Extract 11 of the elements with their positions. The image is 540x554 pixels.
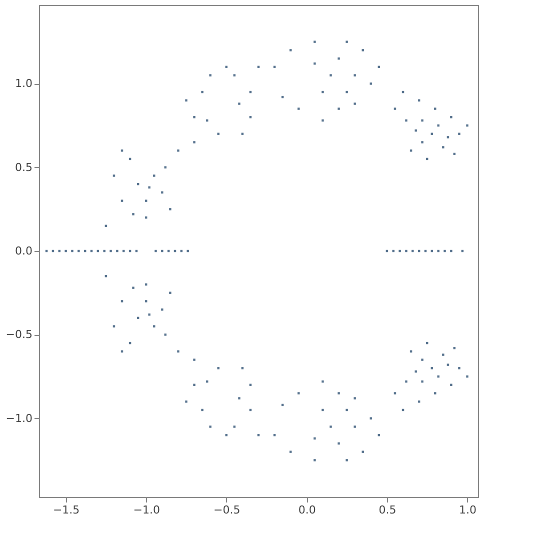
x-tick-label: 0.5 [378, 504, 396, 516]
x-tick-label: −0.5 [214, 504, 240, 516]
x-tick-label: 0.0 [298, 504, 316, 516]
y-tick-label: 0.5 [15, 160, 32, 174]
y-tick-label: 0.0 [15, 244, 32, 258]
x-tick-label: 1.0 [458, 504, 476, 516]
y-tick-label: −0.5 [6, 328, 32, 342]
x-tick-label: −1.0 [133, 504, 160, 516]
y-tick-label: 1.0 [15, 77, 32, 90]
x-tick-label: −1.5 [52, 504, 80, 516]
y-tick-label: −1.0 [6, 412, 32, 425]
